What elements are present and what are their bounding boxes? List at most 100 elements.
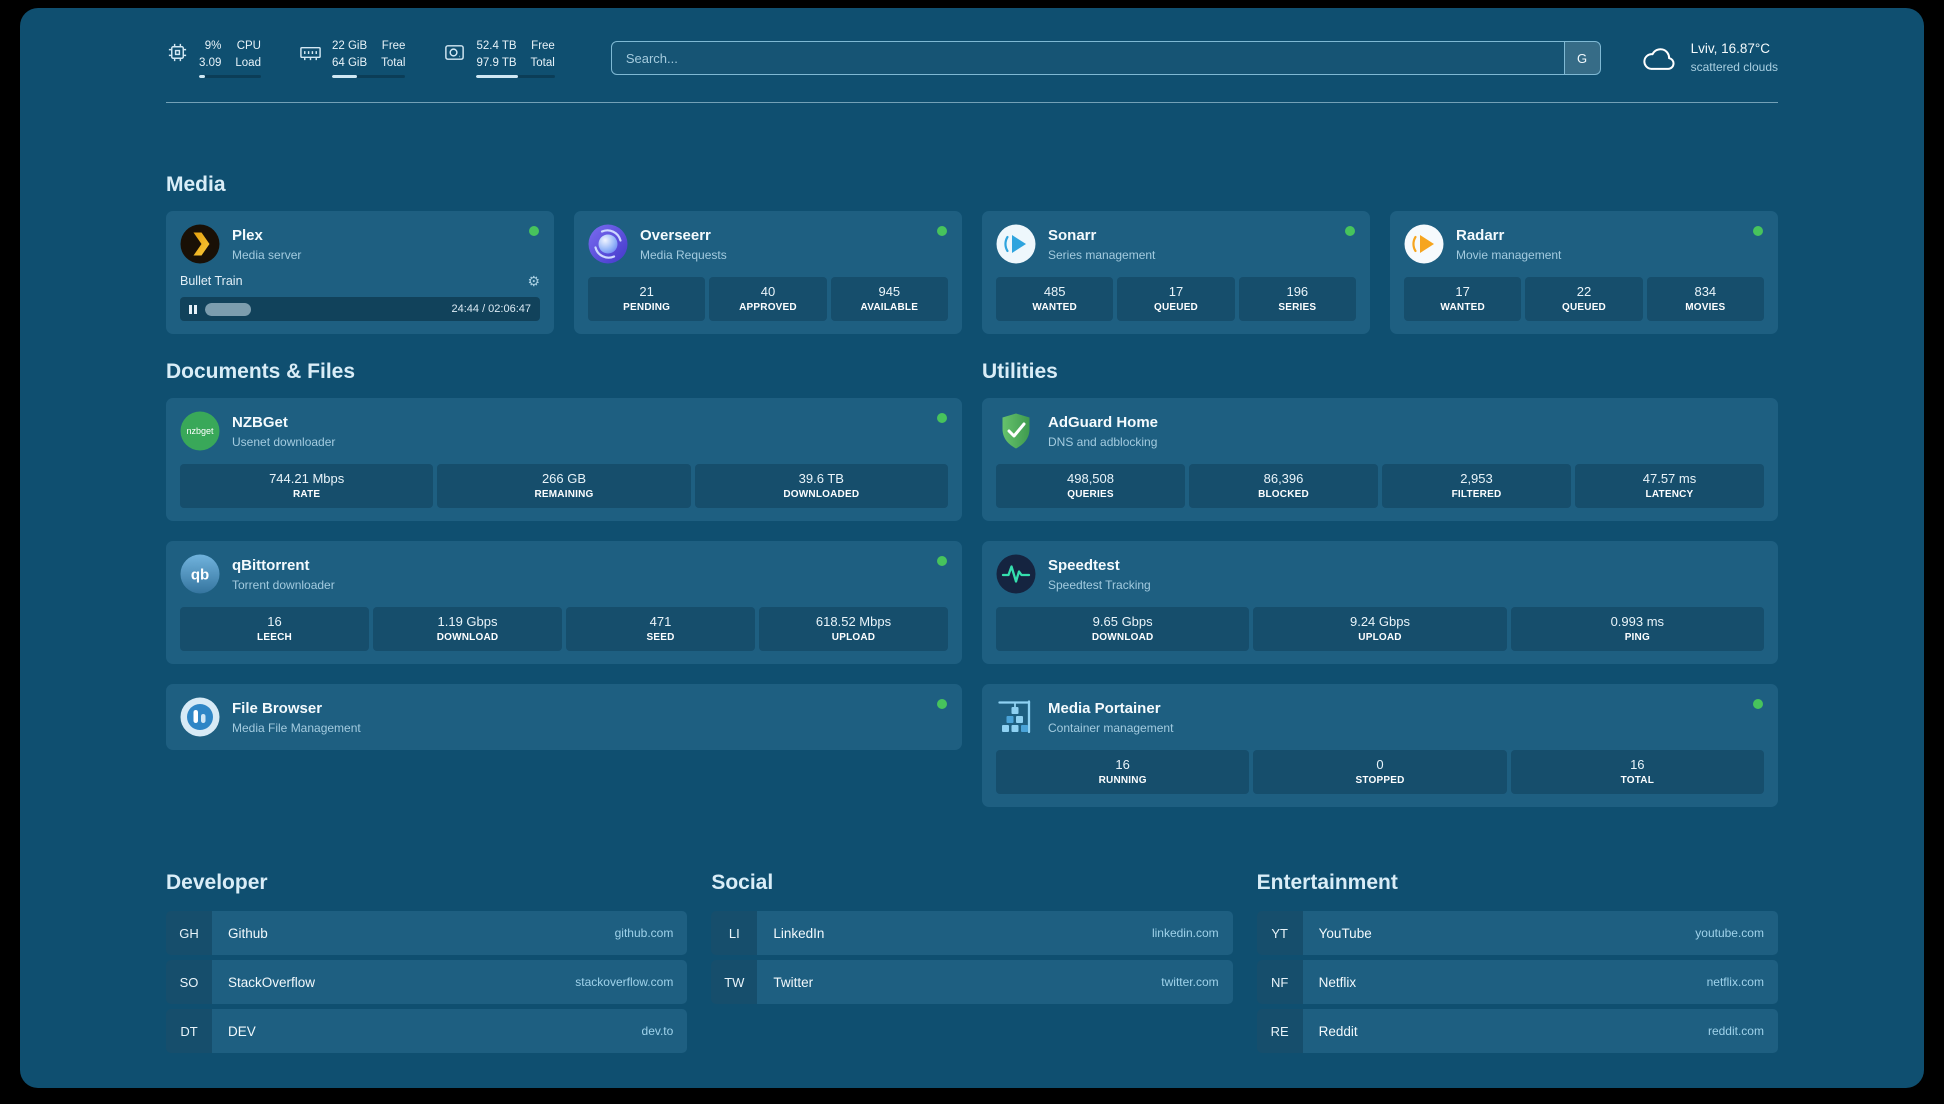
stat-wanted: 485 WANTED bbox=[996, 277, 1114, 322]
bookmark-netflix[interactable]: NF Netflix netflix.com bbox=[1256, 960, 1778, 1005]
stat-label: DOWNLOAD bbox=[436, 632, 499, 644]
seek-track[interactable] bbox=[204, 302, 444, 316]
filebrowser-titles: File Browser Media File Management bbox=[232, 700, 361, 735]
overseerr-stats: 21 PENDING 40 APPROVED 945 AVAILABLE bbox=[588, 264, 948, 322]
dashboard-panel: 9% 3.09 CPU Load bbox=[20, 8, 1924, 1088]
stat-ping: 0.993 ms PING bbox=[1510, 607, 1764, 652]
weather-widget: Lviv, 16.87°C scattered clouds bbox=[1641, 40, 1778, 76]
stat-label: WANTED bbox=[1440, 302, 1485, 314]
stat-label: PING bbox=[1624, 632, 1650, 644]
portainer-name: Media Portainer bbox=[1048, 699, 1161, 717]
filebrowser-header: File Browser Media File Management bbox=[180, 697, 948, 737]
bookmark-stackoverflow[interactable]: SO StackOverflow stackoverflow.com bbox=[166, 960, 688, 1005]
adguard-card[interactable]: AdGuard Home DNS and adblocking 498,508 … bbox=[982, 398, 1778, 522]
memory-label-column: Free Total bbox=[381, 38, 405, 71]
disk-label-column: Free Total bbox=[531, 38, 555, 71]
stat-value: 47.57 ms bbox=[1642, 471, 1697, 487]
bookmark-abbr: DT bbox=[166, 1009, 212, 1054]
radarr-header: Radarr Movie management bbox=[1404, 224, 1764, 264]
portainer-card[interactable]: Media Portainer Container management 16 … bbox=[982, 684, 1778, 808]
adguard-stats: 498,508 QUERIES 86,396 BLOCKED 2,953 FIL… bbox=[996, 451, 1764, 509]
cpu-usage: 9% bbox=[204, 40, 222, 52]
radarr-status-dot bbox=[1753, 226, 1763, 237]
stat-value: 22 bbox=[1576, 284, 1592, 300]
sonarr-card[interactable]: Sonarr Series management 485 WANTED 17 Q… bbox=[982, 211, 1370, 335]
stat-label: SERIES bbox=[1278, 302, 1317, 314]
stat-value: 266 GB bbox=[541, 471, 587, 487]
plex-icon bbox=[180, 224, 220, 264]
overseerr-card[interactable]: Overseerr Media Requests 21 PENDING 40 A… bbox=[574, 211, 962, 335]
stat-stopped: 0 STOPPED bbox=[1253, 750, 1507, 795]
qbittorrent-header: qb qBittorrent Torrent downloader bbox=[180, 554, 948, 594]
plex-header: Plex Media server bbox=[180, 224, 540, 264]
bookmark-url: reddit.com bbox=[1707, 1024, 1764, 1039]
memory-widget: 22 GiB 64 GiB Free Total bbox=[299, 38, 406, 79]
radarr-name: Radarr bbox=[1456, 226, 1505, 244]
stat-download: 9.65 Gbps DOWNLOAD bbox=[996, 607, 1250, 652]
nzbget-name: NZBGet bbox=[232, 413, 288, 431]
stat-value: 86,396 bbox=[1263, 471, 1304, 487]
plex-description: Media server bbox=[232, 247, 302, 262]
disk-readout: 52.4 TB 97.9 TB Free Total bbox=[476, 38, 555, 79]
radarr-card[interactable]: Radarr Movie management 17 WANTED 22 QUE… bbox=[1390, 211, 1778, 335]
disk-widget: 52.4 TB 97.9 TB Free Total bbox=[443, 38, 555, 79]
bookmark-name: DEV bbox=[228, 1023, 256, 1039]
stat-blocked: 86,396 BLOCKED bbox=[1189, 464, 1378, 509]
bookmark-youtube[interactable]: YT YouTube youtube.com bbox=[1256, 911, 1778, 956]
speedtest-icon bbox=[996, 554, 1036, 594]
overseerr-titles: Overseerr Media Requests bbox=[640, 227, 727, 262]
stat-value: 17 bbox=[1168, 284, 1184, 300]
cpu-label-column: CPU Load bbox=[235, 38, 261, 71]
search-input[interactable] bbox=[611, 42, 1564, 75]
bookmark-twitter[interactable]: TW Twitter twitter.com bbox=[711, 960, 1233, 1005]
sonarr-stats: 485 WANTED 17 QUEUED 196 SERIES bbox=[996, 264, 1356, 322]
bookmark-group-social: Social LI LinkedIn linkedin.com TW Twitt… bbox=[711, 871, 1233, 1053]
overseerr-icon bbox=[588, 224, 628, 264]
stat-filtered: 2,953 FILTERED bbox=[1382, 464, 1571, 509]
bookmark-group-developer: Developer GH Github github.com SO StackO… bbox=[166, 871, 688, 1054]
qbittorrent-titles: qBittorrent Torrent downloader bbox=[232, 557, 335, 592]
nzbget-description: Usenet downloader bbox=[232, 434, 336, 449]
bookmark-name: StackOverflow bbox=[228, 974, 316, 990]
nzbget-card[interactable]: nzbget NZBGet Usenet downloader 744.21 M… bbox=[166, 398, 962, 522]
stat-value: 196 bbox=[1286, 284, 1309, 300]
stat-running: 16 RUNNING bbox=[996, 750, 1250, 795]
bookmark-url: netflix.com bbox=[1706, 975, 1764, 990]
radarr-titles: Radarr Movie management bbox=[1456, 227, 1561, 262]
stat-label: MOVIES bbox=[1685, 302, 1726, 314]
bookmark-github[interactable]: GH Github github.com bbox=[166, 911, 688, 956]
portainer-description: Container management bbox=[1048, 720, 1174, 735]
sonarr-header: Sonarr Series management bbox=[996, 224, 1356, 264]
memory-progress-track bbox=[331, 75, 406, 79]
bookmark-reddit[interactable]: RE Reddit reddit.com bbox=[1256, 1009, 1778, 1054]
stat-remaining: 266 GB REMAINING bbox=[437, 464, 691, 509]
section-documents: Documents & Files nzbget NZBGet Usenet d… bbox=[166, 360, 962, 751]
stat-value: 16 bbox=[1630, 757, 1645, 773]
bookmark-dev[interactable]: DT DEV dev.to bbox=[166, 1009, 688, 1054]
search-provider-button[interactable]: G bbox=[1563, 42, 1600, 75]
filebrowser-card[interactable]: File Browser Media File Management bbox=[166, 684, 962, 751]
stat-value: 471 bbox=[649, 614, 672, 630]
section-utilities: Utilities AdGuard Home DNS and adblockin… bbox=[982, 360, 1778, 808]
speedtest-card[interactable]: Speedtest Speedtest Tracking 9.65 Gbps D… bbox=[982, 541, 1778, 665]
stat-value: 17 bbox=[1455, 284, 1470, 300]
stat-label: QUERIES bbox=[1067, 489, 1114, 501]
plex-card[interactable]: Plex Media server Bullet Train ⚙ 24:44 /… bbox=[166, 211, 554, 335]
stat-label: TOTAL bbox=[1620, 775, 1655, 787]
stat-rate: 744.21 Mbps RATE bbox=[180, 464, 434, 509]
bookmark-abbr: RE bbox=[1256, 1009, 1303, 1054]
stat-queued: 22 QUEUED bbox=[1525, 277, 1643, 322]
cpu-load-label: Load bbox=[235, 56, 261, 69]
gear-icon[interactable]: ⚙ bbox=[527, 273, 540, 290]
bookmark-linkedin[interactable]: LI LinkedIn linkedin.com bbox=[711, 911, 1233, 956]
filebrowser-icon bbox=[180, 697, 220, 737]
speedtest-header: Speedtest Speedtest Tracking bbox=[996, 554, 1764, 594]
qbittorrent-card[interactable]: qb qBittorrent Torrent downloader 16 LEE… bbox=[166, 541, 962, 665]
stat-label: UPLOAD bbox=[831, 632, 876, 644]
stat-queries: 498,508 QUERIES bbox=[996, 464, 1185, 509]
pause-button[interactable] bbox=[189, 304, 197, 314]
memory-free: 22 GiB bbox=[331, 40, 368, 52]
media-grid: Plex Media server Bullet Train ⚙ 24:44 /… bbox=[166, 211, 1778, 335]
section-media: Media Plex Media server Bullet Train bbox=[166, 173, 1778, 335]
stat-label: UPLOAD bbox=[1358, 632, 1402, 644]
